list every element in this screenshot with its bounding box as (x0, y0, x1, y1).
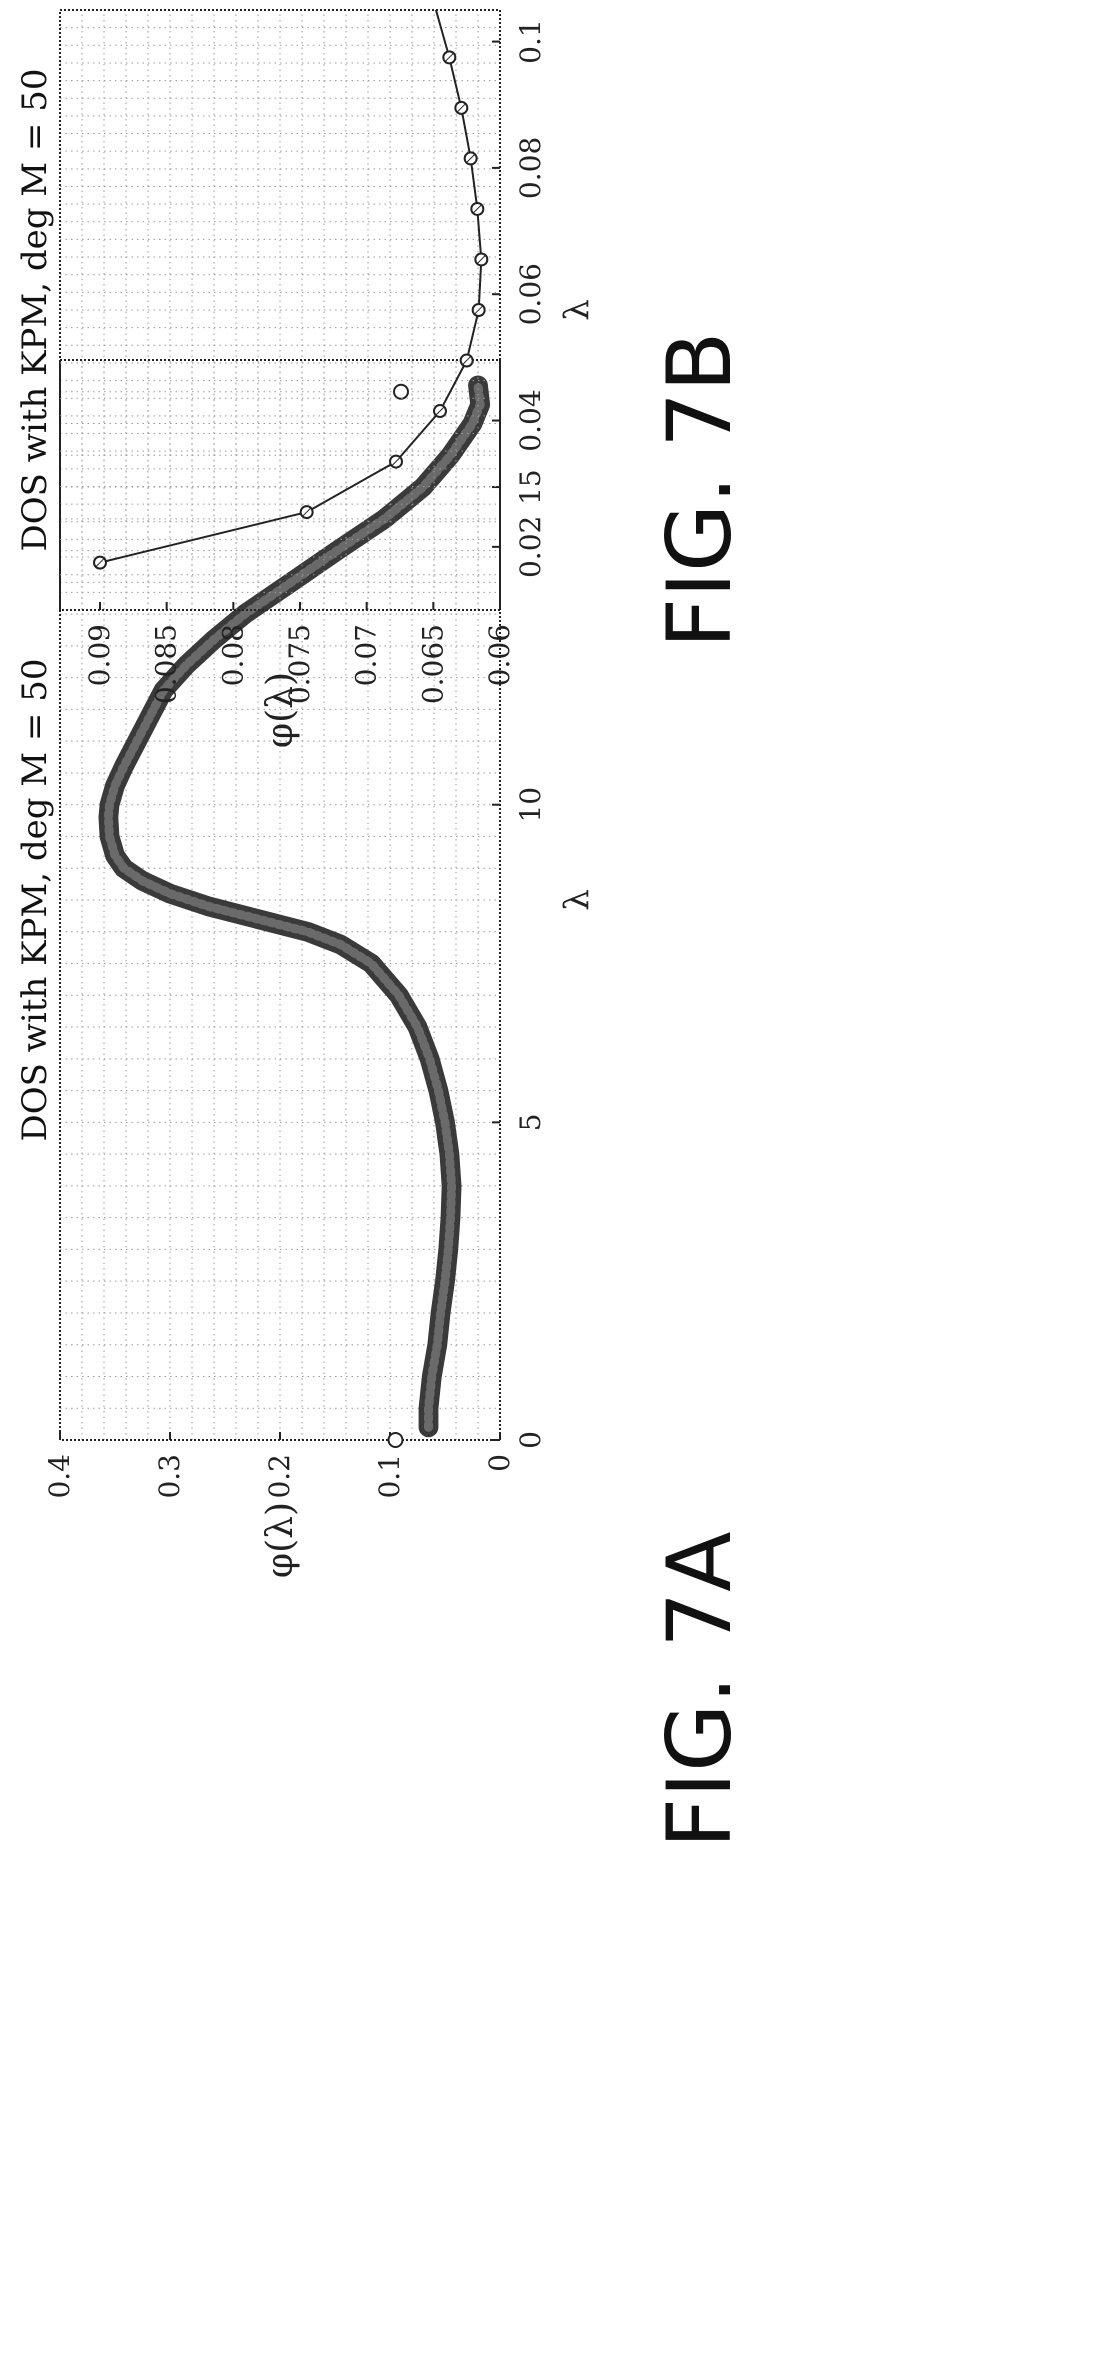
chart-title: DOS with KPM, deg M = 50 (15, 69, 55, 552)
series-texture (103, 380, 485, 1432)
data-point-marker-hatch (466, 153, 476, 163)
x-tick-label: 10 (514, 787, 547, 823)
data-point-marker-hatch (474, 305, 484, 315)
y-tick-label: 0.09 (83, 624, 116, 686)
x-tick-label: 0.02 (514, 516, 547, 578)
x-tick-label: 0.06 (514, 263, 547, 325)
series-line (99, 9, 483, 564)
y-axis-label: φ(λ) (260, 1502, 301, 1578)
y-tick-label: 0.4 (43, 1454, 76, 1499)
y-tick-label: 0.2 (263, 1454, 296, 1499)
y-tick-label: 0.06 (483, 624, 516, 686)
y-tick-label: 0.075 (283, 624, 316, 704)
data-point-marker-hatch (444, 52, 454, 62)
x-axis-label: λ (557, 889, 597, 911)
charts-layer: 0 5 10 15 0 0.1 0.2 0.3 0.4 DOS with KPM, deg M =… (15, 9, 597, 1578)
figure-caption-7a: FIG. 7A (648, 1532, 751, 1849)
data-point-marker-hatch (472, 204, 482, 214)
y-axis-label: φ(λ) (260, 672, 301, 748)
chart-7b: 0.02 0.04 0.06 0.08 0.1 0.06 0.065 0.07 0.075 0.0… (15, 9, 597, 748)
y-tick-label: 0.065 (416, 624, 449, 704)
data-point-marker-hatch (391, 457, 401, 467)
y-tick-label: 0.3 (153, 1454, 186, 1499)
x-axis-label: λ (557, 299, 597, 321)
x-tick-label: 0 (514, 1431, 547, 1449)
data-point-marker (393, 383, 409, 400)
chart-title: DOS with KPM, deg M = 50 (15, 659, 55, 1142)
data-point-marker-hatch (456, 103, 466, 113)
y-tick-label: 0.085 (150, 624, 183, 704)
x-tick-label: 0.04 (514, 389, 547, 451)
data-point-marker-hatch (476, 254, 486, 265)
y-tick-label: 0 (483, 1454, 516, 1472)
x-tick-label: 15 (514, 469, 547, 505)
data-point-marker-hatch (95, 558, 105, 568)
x-tick-label: 0.08 (514, 137, 547, 199)
chart-7a: 0 5 10 15 0 0.1 0.2 0.3 0.4 DOS with KPM, deg M =… (15, 359, 597, 1578)
x-tick-label: 0.1 (514, 19, 547, 64)
figure-caption-7b: FIG. 7B (648, 331, 751, 648)
x-tick-label: 5 (514, 1113, 547, 1131)
data-point-marker (387, 1432, 404, 1448)
data-point-marker-hatch (462, 355, 472, 366)
y-tick-label: 0.1 (373, 1454, 406, 1499)
data-point-marker-hatch (302, 507, 312, 517)
data-point-marker-hatch (435, 406, 445, 416)
grid (60, 10, 500, 610)
series-band (98, 375, 491, 1438)
y-tick-label: 0.07 (350, 624, 383, 686)
plot-frame (59, 9, 501, 611)
y-tick-label: 0.08 (216, 624, 249, 686)
